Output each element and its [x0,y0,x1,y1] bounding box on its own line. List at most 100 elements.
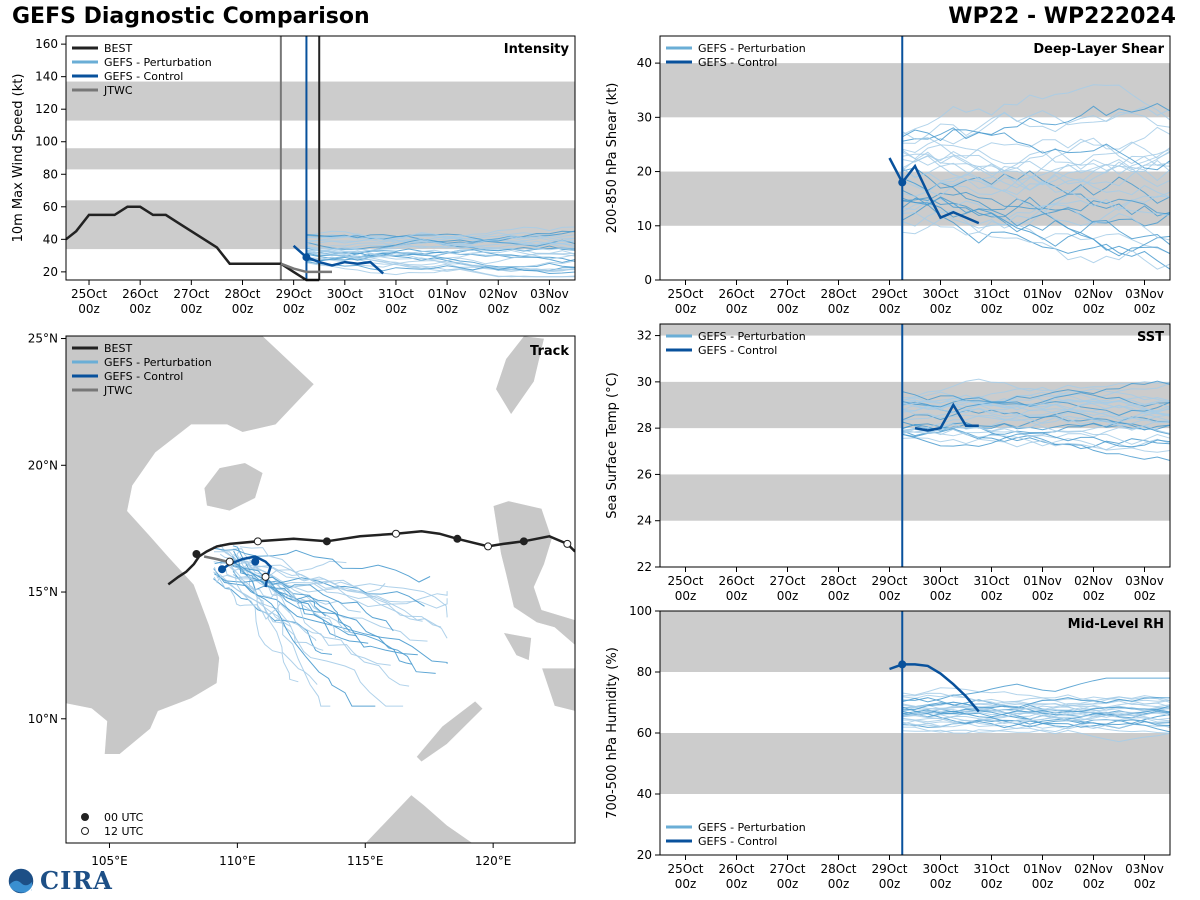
land-polygon [495,336,545,416]
y-tick-label: 20 [637,848,652,862]
x-tick-label: 28Oct [820,287,856,301]
x-tick-label: 30Oct [922,862,958,876]
x-tick-hour: 00z [334,302,356,316]
x-tick-hour: 00z [283,302,305,316]
chart-title: Track [530,344,569,359]
x-tick-label: 26Oct [718,287,754,301]
perturbation-line [902,144,1171,187]
category-band [660,733,1170,794]
chart-title: SST [1137,330,1164,345]
jtwc-track-line [203,555,228,563]
perturbation-line [902,723,1171,734]
perturbation-track [213,576,291,620]
perturbation-track [212,578,332,655]
perturbation-line [902,400,1171,416]
x-tick-hour: 00z [879,589,901,603]
marker-legend-label: 12 UTC [104,825,144,838]
x-tick-hour: 00z [1083,302,1105,316]
plot-border [659,323,1171,568]
perturbation-line [306,255,576,273]
chart-track: 105°E 110°E 115°E 120°E 10°N 15°N 20°N 25°N Trac… [28,332,576,868]
lon-tick-label: 110°E [219,854,256,868]
category-band [66,148,575,170]
x-tick-label: 31Oct [973,287,1009,301]
y-tick-label: 10 [637,219,652,233]
lon-tick-label: 105°E [91,854,128,868]
x-tick-hour: 00z [675,302,697,316]
control-track-marker [261,572,270,581]
y-tick-label: 100 [629,604,652,618]
perturbation-line [902,197,1171,227]
perturbation-track [213,561,391,666]
perturbation-line [902,709,1171,733]
y-tick-label: 140 [35,70,58,84]
perturbation-line [306,235,576,249]
x-tick-hour: 00z [1032,302,1054,316]
perturbation-line [306,226,576,254]
perturbation-line [902,677,1170,703]
y-tick-label: 120 [35,102,58,116]
perturbation-line [306,248,576,263]
perturbation-track [213,558,436,674]
plot-area [660,324,1170,567]
perturbation-line [902,103,1171,142]
plot-border [65,35,576,281]
x-tick-label: 03Nov [1125,574,1164,588]
land-polygon [203,462,264,512]
x-tick-label: 27Oct [769,862,805,876]
perturbation-members [901,84,1171,270]
perturbation-line [902,150,1171,185]
y-tick-label: 20 [43,265,58,279]
perturbation-line [902,415,1171,445]
x-tick-hour: 00z [1134,877,1156,891]
perturbation-line [902,697,1171,711]
page-title: GEFS Diagnostic Comparison [12,4,370,29]
best-track-marker [453,534,462,543]
series-jtwc [280,262,332,274]
legend-label: GEFS - Perturbation [104,356,212,369]
best-track-marker [519,537,528,546]
x-tick-label: 01Nov [1023,287,1062,301]
perturbation-line [901,147,1171,197]
perturbation-line [902,129,1171,171]
perturbation-track [213,568,448,664]
lat-tick-label: 20°N [28,458,58,472]
x-tick-label: 03Nov [1125,287,1164,301]
perturbation-line [902,423,1171,438]
perturbation-line [902,380,1171,403]
land-polygon [66,336,315,755]
perturbation-line [306,235,576,256]
perturbation-line [902,382,1171,408]
perturbation-members [306,226,576,278]
legend-label: GEFS - Perturbation [698,821,806,834]
perturbation-line [902,713,1171,726]
x-tick-label: 25Oct [667,862,703,876]
perturbation-line [902,405,1171,434]
perturbation-line [306,232,576,244]
chart-intensity: 2040608010012014016025Oct00z26Oct00z27Oc… [11,35,576,316]
control-track-marker [225,557,234,566]
y-axis-label: Sea Surface Temp (°C) [605,372,620,519]
x-tick-hour: 00z [981,302,1003,316]
perturbation-line [902,432,1171,448]
land-polygon [541,667,575,712]
legend-label: GEFS - Control [698,835,777,848]
chart-title: Mid-Level RH [1068,617,1164,632]
control-point [302,253,311,262]
perturbation-track [213,551,386,594]
perturbation-track [214,547,431,583]
perturbation-line [902,706,1171,729]
perturbation-line [306,250,576,278]
perturbation-line [902,397,1171,412]
series-gefs---control [914,402,979,432]
category-band [660,474,1170,521]
marker-legend-label: 00 UTC [104,811,144,824]
x-tick-label: 28Oct [820,574,856,588]
y-tick-label: 100 [35,135,58,149]
perturbation-track [239,576,448,608]
control-track-marker [251,557,260,566]
map-land [66,336,575,843]
perturbation-line [902,399,1171,413]
perturbation-track [214,573,425,607]
